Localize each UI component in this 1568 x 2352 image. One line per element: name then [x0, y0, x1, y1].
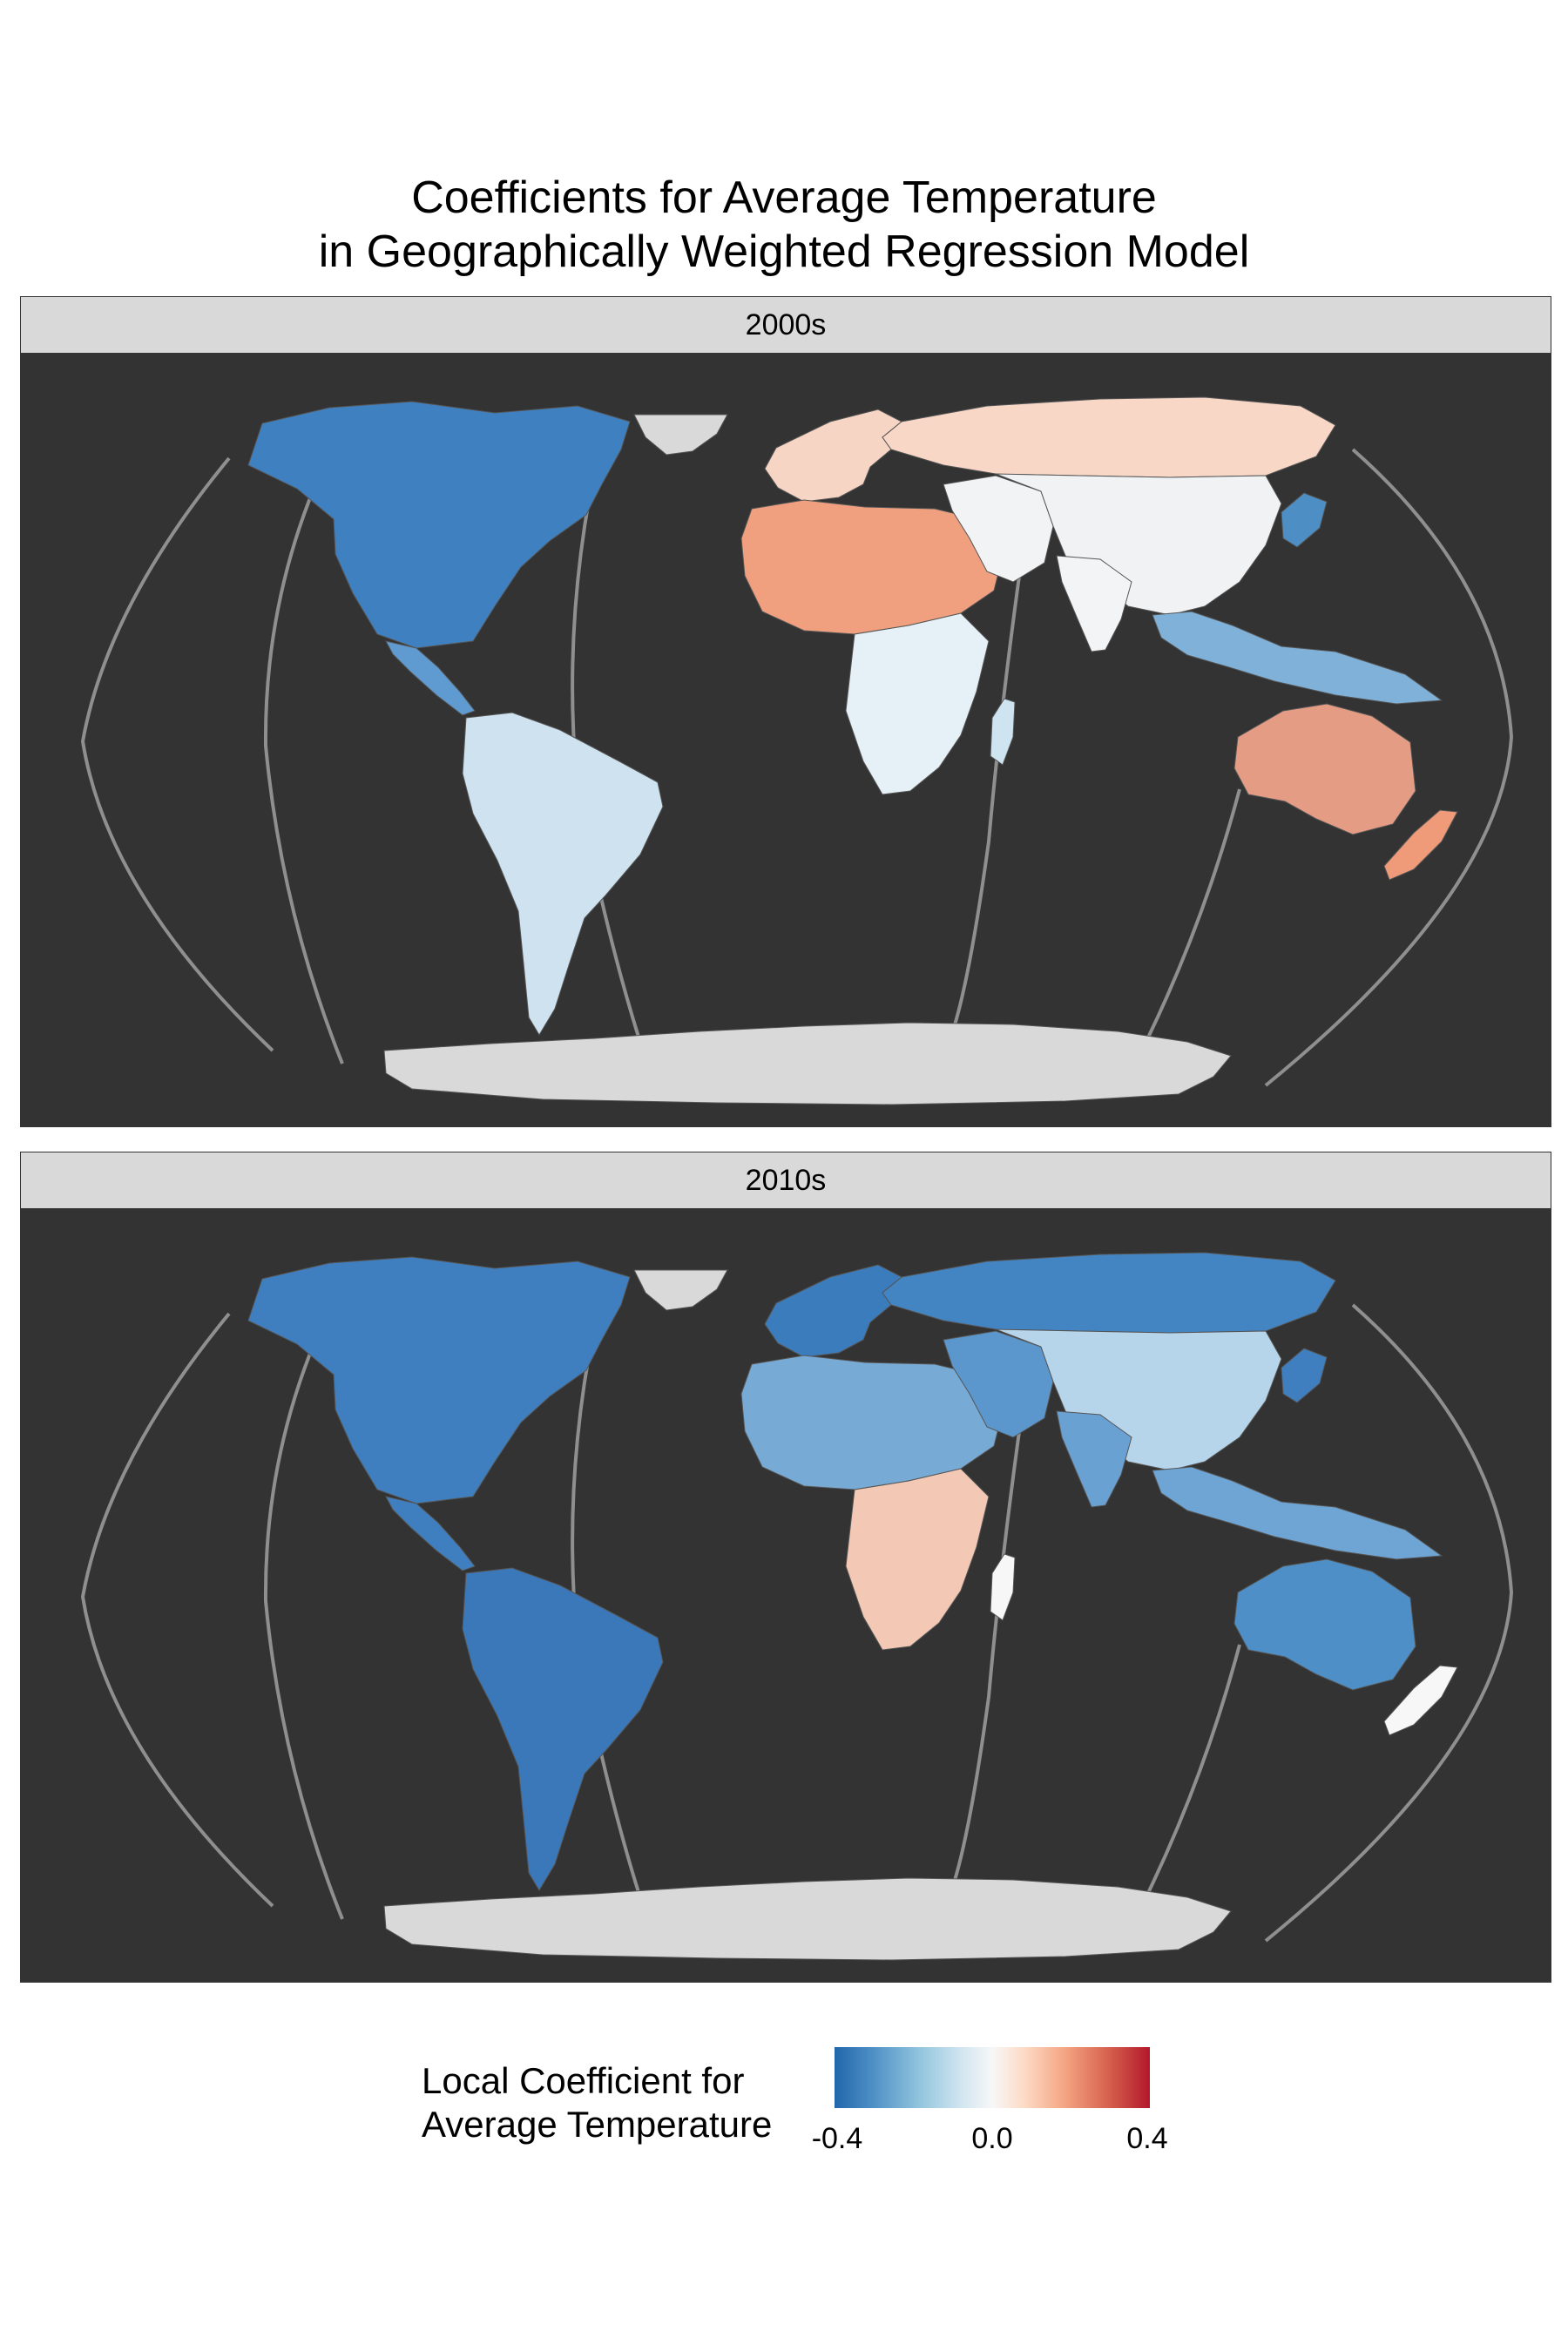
facet-strip-2000s: 2000s — [20, 296, 1551, 354]
graticule-line — [80, 1312, 274, 1908]
world-map-2010s — [80, 1252, 1514, 1961]
graticule-line — [263, 447, 344, 1064]
region-russia — [882, 396, 1336, 478]
legend-tick-high — [1145, 2112, 1147, 2120]
graticule-line — [263, 1302, 344, 1920]
region-south-america — [462, 712, 664, 1036]
panel-2010s: 2010s — [20, 1152, 1551, 1983]
region-southern-africa — [845, 612, 990, 795]
region-europe — [764, 1264, 902, 1358]
region-central-america — [385, 1496, 476, 1571]
legend-label-high: 0.4 — [1126, 2122, 1168, 2155]
region-europe — [764, 409, 902, 503]
map-2010s — [20, 1209, 1551, 1983]
graticule-line — [1146, 788, 1241, 1038]
region-japan — [1281, 492, 1328, 548]
graticule-line — [1264, 448, 1514, 1087]
region-madagascar — [990, 1553, 1016, 1621]
region-australia — [1233, 703, 1416, 835]
graticule-line — [80, 456, 274, 1052]
legend-label-low: -0.4 — [811, 2122, 863, 2155]
region-se-asia — [1152, 1466, 1443, 1560]
chart-title-line2: in Geographically Weighted Regression Mo… — [318, 226, 1250, 277]
world-map-2000s — [80, 396, 1514, 1105]
region-asia — [995, 473, 1282, 616]
region-middle-east — [943, 475, 1054, 583]
region-russia — [882, 1252, 1336, 1334]
legend-title-line2: Average Temperature — [422, 2104, 773, 2145]
region-antarctica — [383, 1022, 1232, 1105]
region-japan — [1281, 1348, 1328, 1403]
panel-2000s: 2000s — [20, 296, 1551, 1127]
legend: Local Coefficient for Average Temperatur… — [0, 2038, 1568, 2178]
map-2000s — [20, 354, 1551, 1127]
legend-label-mid: 0.0 — [971, 2122, 1013, 2155]
region-asia — [995, 1328, 1282, 1471]
legend-title: Local Coefficient for Average Temperatur… — [422, 2059, 772, 2146]
region-north-america — [247, 1256, 631, 1504]
chart-title: Coefficients for Average Temperature in … — [0, 171, 1568, 279]
region-antarctica — [383, 1877, 1232, 1961]
graticule-line — [950, 1339, 1034, 1889]
legend-tick-mid — [991, 2112, 994, 2120]
region-madagascar — [990, 698, 1016, 766]
region-greenland — [633, 414, 728, 456]
region-se-asia — [1152, 611, 1443, 705]
legend-tick-low — [838, 2112, 841, 2120]
graticule-line — [950, 483, 1034, 1034]
region-new-zealand — [1383, 1665, 1458, 1736]
graticule-line — [1146, 1644, 1241, 1894]
graticule-line — [1264, 1303, 1514, 1943]
legend-title-line1: Local Coefficient for — [422, 2060, 745, 2101]
region-india — [1056, 1410, 1132, 1508]
region-middle-east — [943, 1330, 1054, 1438]
region-central-america — [385, 640, 476, 716]
region-south-america — [462, 1567, 664, 1891]
region-australia — [1233, 1558, 1416, 1691]
region-north-america — [247, 401, 631, 649]
chart-title-line1: Coefficients for Average Temperature — [411, 172, 1157, 223]
region-new-zealand — [1383, 809, 1458, 881]
region-southern-africa — [845, 1468, 990, 1651]
region-greenland — [633, 1269, 728, 1311]
legend-colorbar — [835, 2047, 1150, 2108]
region-india — [1056, 555, 1132, 652]
facet-strip-2010s: 2010s — [20, 1152, 1551, 1209]
